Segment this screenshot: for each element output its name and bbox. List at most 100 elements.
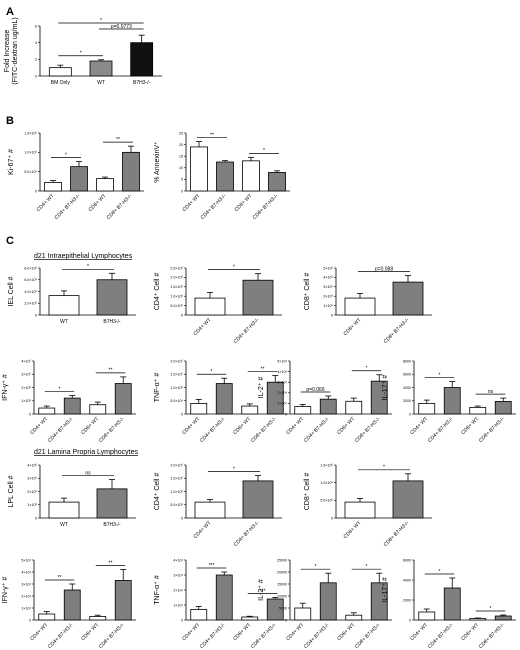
category-label: CD8+ WT bbox=[336, 416, 356, 436]
category-label: CD4+ B7-H3-/- bbox=[199, 416, 227, 444]
bar bbox=[418, 611, 436, 621]
significance-label: * bbox=[80, 51, 82, 57]
chart-c2: 0 5.0×10⁵ 1.0×10⁶ 1.5×10⁶ 2.0×10⁶ 2.5×10⁶ CD4⁺… bbox=[154, 264, 282, 345]
y-tick-label: 5×10⁶ bbox=[323, 266, 333, 270]
bar bbox=[48, 67, 72, 77]
category-label: CD8+ WT bbox=[232, 416, 252, 436]
significance-label: ** bbox=[109, 560, 113, 566]
chart-c11: 0 1×10⁴ 2×10⁴ 3×10⁴ 4×10⁴ 5×10⁴ IFN-γ⁺ # CD4+ W… bbox=[2, 558, 136, 650]
bar bbox=[469, 618, 487, 621]
chart-c8: 0 1×10⁶ 2×10⁶ 3×10⁶ 4×10⁶ LPL Cell # WT B7H3-/-… bbox=[8, 463, 136, 528]
y-tick-label: 1.5×10⁵ bbox=[170, 373, 183, 377]
significance-label: * bbox=[233, 466, 235, 472]
chart-c3: 0 1×10⁶ 2×10⁶ 3×10⁶ 4×10⁶ 5×10⁶ CD8⁺ Cell # CD8… bbox=[304, 266, 432, 345]
y-axis-label: IL-17⁺ # bbox=[382, 577, 389, 603]
y-tick-label: 8000 bbox=[403, 359, 411, 363]
chart-a: 0 2 4 6 Fold Increase (FITC-dextran ug/mL) BM … bbox=[4, 17, 162, 86]
y-tick-label: 1.0×10⁶ bbox=[170, 295, 183, 299]
y-tick-label: 6000 bbox=[403, 373, 411, 377]
y-tick-label: 4×10⁶ bbox=[323, 276, 333, 280]
section-title-iel: d21 Intraepithelial Lymphocytes bbox=[34, 253, 133, 260]
significance-label: *** bbox=[260, 588, 266, 594]
bar bbox=[319, 398, 337, 415]
y-tick-label: 3×10⁶ bbox=[323, 285, 333, 289]
y-axis-label: TNF-α⁺ # bbox=[154, 575, 161, 605]
y-axis-label: (FITC-dextran ug/mL) bbox=[12, 17, 19, 84]
y-tick-label: 4×10⁴ bbox=[277, 370, 287, 374]
y-tick-label: 1×10⁴ bbox=[277, 402, 287, 406]
y-tick-label: 0 bbox=[181, 618, 183, 622]
significance-label: ** bbox=[58, 575, 62, 581]
chart-c6: 0 1×10⁴ 2×10⁴ 3×10⁴ 4×10⁴ 5×10⁴ IL-2⁺ # CD4+ WT… bbox=[258, 359, 392, 444]
category-label: CD4+ WT bbox=[182, 193, 202, 213]
category-label: CD8+ B7-H3-/- bbox=[383, 317, 411, 345]
y-tick-label: 0 bbox=[29, 412, 31, 416]
y-tick-label: 0 bbox=[409, 412, 411, 416]
chart-c1: 0 2.0×10⁶ 4.0×10⁶ 6.0×10⁶ 8.0×10⁶ IEL Cell # W… bbox=[8, 264, 136, 325]
significance-label: * bbox=[65, 152, 67, 158]
y-tick-label: 3×10⁶ bbox=[27, 477, 37, 481]
y-axis-label: IL-2⁺ # bbox=[258, 377, 265, 399]
y-tick-label: 1×10⁴ bbox=[21, 606, 31, 610]
significance-label: * bbox=[383, 465, 385, 471]
y-tick-label: 2 bbox=[35, 58, 37, 62]
significance-label: p=0.066 bbox=[306, 387, 324, 393]
bar bbox=[345, 400, 363, 415]
category-label: CD8+ WT bbox=[80, 416, 100, 436]
y-tick-label: 0 bbox=[35, 313, 37, 317]
bar bbox=[38, 407, 56, 415]
y-tick-label: 5.0×10⁴ bbox=[24, 170, 37, 174]
bar bbox=[122, 151, 140, 192]
category-label: CD8+ WT bbox=[343, 317, 363, 337]
y-axis-label: IFN-γ⁺ # bbox=[2, 374, 9, 401]
bar bbox=[190, 609, 208, 621]
y-axis-label: Ki-67⁺ # bbox=[8, 149, 15, 175]
bar bbox=[96, 488, 128, 519]
category-label: CD4+ B7-H3-/- bbox=[54, 193, 82, 221]
y-tick-label: 1.0×10⁵ bbox=[170, 386, 183, 390]
y-tick-label: 15 bbox=[179, 155, 183, 159]
y-axis-label: IL-17⁺ # bbox=[382, 375, 389, 401]
y-tick-label: 1.5×10⁵ bbox=[24, 131, 37, 135]
significance-label: ** bbox=[261, 366, 265, 372]
bar bbox=[418, 402, 436, 415]
y-tick-label: 2.0×10⁶ bbox=[24, 302, 37, 306]
significance-label: * bbox=[366, 366, 368, 372]
category-label: CD8+ B7-H3-/- bbox=[98, 416, 126, 444]
category-label: CD8+ WT bbox=[343, 520, 363, 540]
y-tick-label: 0 bbox=[285, 618, 287, 622]
y-tick-label: 2×10⁶ bbox=[323, 295, 333, 299]
category-label: CD4+ B7-H3-/- bbox=[47, 416, 75, 444]
category-label: CD4+ WT bbox=[193, 520, 213, 540]
category-label: CD4+ B7-H3-/- bbox=[303, 416, 331, 444]
category-label: CD4+ B7-H3-/- bbox=[427, 416, 455, 444]
y-tick-label: 2.0×10⁵ bbox=[170, 359, 183, 363]
significance-label: * bbox=[87, 264, 89, 270]
category-label: CD4+ WT bbox=[181, 622, 201, 642]
bar bbox=[392, 281, 424, 316]
y-tick-label: 0 bbox=[331, 516, 333, 520]
significance-label: * bbox=[439, 372, 441, 378]
category-label: CD8+ B7-H3-/- bbox=[252, 193, 280, 221]
bar bbox=[130, 42, 154, 77]
significance-label: * bbox=[100, 18, 102, 24]
bar bbox=[190, 402, 208, 415]
y-tick-label: 1.5×10⁶ bbox=[170, 285, 183, 289]
y-tick-label: 1.0×10⁶ bbox=[170, 490, 183, 494]
y-tick-label: 5.0×10⁴ bbox=[170, 399, 183, 403]
charts-layer: 0 2 4 6 Fold Increase (FITC-dextran ug/mL) BM … bbox=[2, 17, 516, 650]
category-label: CD4+ WT bbox=[409, 416, 429, 436]
significance-label: p=0.0773 bbox=[111, 24, 132, 30]
y-tick-label: 5×10⁴ bbox=[21, 558, 31, 562]
bar bbox=[215, 383, 233, 415]
category-label: CD4+ WT bbox=[181, 416, 201, 436]
bar bbox=[494, 615, 512, 621]
category-label: CD4+ B7-H3-/- bbox=[233, 317, 261, 345]
significance-label: * bbox=[263, 148, 265, 154]
bar bbox=[241, 405, 259, 415]
y-axis-label: CD4⁺ Cell # bbox=[154, 273, 161, 311]
y-tick-label: 1.5×10⁶ bbox=[170, 477, 183, 481]
significance-label: * bbox=[315, 564, 317, 570]
